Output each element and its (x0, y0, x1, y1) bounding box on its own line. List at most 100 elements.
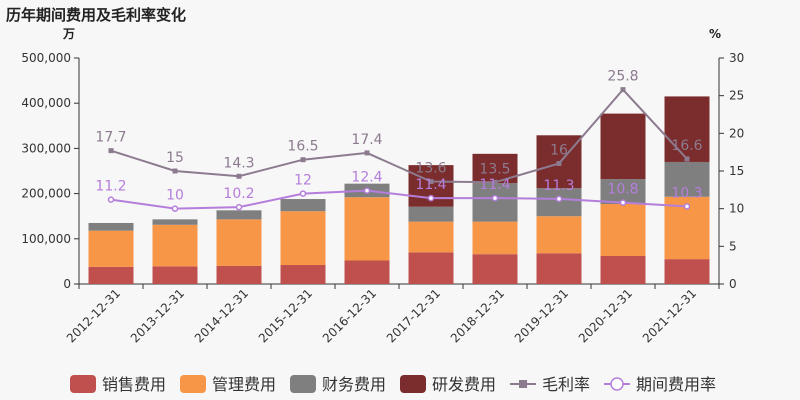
bar-管理费用 (280, 211, 326, 266)
data-label-毛利率: 13.5 (479, 161, 510, 177)
data-label-期间费用率: 11.4 (415, 177, 446, 193)
data-label-毛利率: 13.6 (415, 161, 446, 177)
y-left-tick-label: 200,000 (21, 187, 71, 201)
x-tick-label: 2017-12-31 (384, 286, 443, 345)
x-tick-label: 2018-12-31 (448, 286, 507, 345)
point-毛利率 (172, 168, 178, 174)
y-left-tick-label: 300,000 (21, 141, 71, 155)
point-期间费用率 (491, 194, 499, 202)
data-label-期间费用率: 10.8 (607, 182, 638, 198)
x-tick-label: 2021-12-31 (640, 286, 699, 345)
y-left-tick-label: 500,000 (21, 51, 71, 65)
data-label-期间费用率: 12.4 (351, 170, 382, 186)
bar-财务费用 (408, 206, 454, 222)
y-left-tick-label: 100,000 (21, 232, 71, 246)
bar-销售费用 (152, 266, 198, 284)
legend-label-毛利率: 毛利率 (542, 375, 590, 394)
y-right-tick-label: 20 (729, 126, 744, 140)
point-期间费用率 (363, 187, 371, 194)
point-毛利率 (556, 160, 562, 166)
bar-销售费用 (600, 255, 646, 284)
x-tick-label: 2013-12-31 (128, 286, 187, 345)
point-毛利率 (364, 150, 370, 156)
x-tick-label: 2019-12-31 (512, 286, 571, 345)
data-label-期间费用率: 10.3 (671, 185, 702, 201)
data-label-期间费用率: 11.2 (95, 179, 126, 195)
bar-管理费用 (600, 203, 646, 256)
bar-管理费用 (88, 230, 134, 267)
y-left-unit: 万 (62, 27, 75, 41)
y-right-tick-label: 15 (729, 164, 744, 178)
data-label-期间费用率: 10.2 (223, 186, 254, 202)
bar-销售费用 (216, 265, 262, 284)
bar-财务费用 (664, 161, 710, 197)
point-期间费用率 (235, 203, 243, 211)
legend-swatch-管理费用 (180, 375, 206, 393)
bar-财务费用 (472, 183, 518, 222)
legend-label-销售费用: 销售费用 (102, 375, 166, 394)
data-label-毛利率: 17.7 (95, 130, 126, 146)
data-label-期间费用率: 12 (294, 173, 312, 189)
point-期间费用率 (299, 190, 307, 197)
bar-财务费用 (280, 199, 326, 212)
point-期间费用率 (171, 205, 179, 212)
data-label-期间费用率: 11.3 (543, 178, 574, 194)
point-毛利率 (620, 87, 626, 93)
x-tick-label: 2015-12-31 (256, 286, 315, 345)
bar-财务费用 (88, 222, 134, 231)
data-label-毛利率: 25.8 (607, 69, 638, 85)
legend-label-期间费用率: 期间费用率 (636, 375, 716, 394)
bar-管理费用 (408, 221, 454, 253)
x-tick-label: 2016-12-31 (320, 286, 379, 345)
data-label-毛利率: 16.6 (671, 138, 702, 154)
x-tick-label: 2014-12-31 (192, 286, 251, 345)
point-期间费用率 (619, 199, 627, 206)
legend-marker-毛利率 (519, 380, 527, 388)
y-right-tick-label: 0 (729, 277, 737, 291)
y-right-tick-label: 10 (729, 202, 744, 216)
legend-marker-期间费用率 (610, 377, 624, 391)
point-期间费用率 (683, 203, 691, 210)
bar-管理费用 (472, 221, 518, 255)
bar-财务费用 (152, 219, 198, 225)
y-right-tick-label: 30 (729, 51, 744, 65)
bar-销售费用 (344, 260, 390, 284)
legend-swatch-销售费用 (70, 375, 96, 393)
point-毛利率 (236, 173, 242, 179)
point-毛利率 (428, 179, 434, 185)
data-label-毛利率: 14.3 (223, 155, 254, 171)
bar-销售费用 (472, 254, 518, 284)
legend-label-研发费用: 研发费用 (432, 375, 496, 394)
bar-管理费用 (344, 197, 390, 261)
data-label-毛利率: 16.5 (287, 139, 318, 155)
x-tick-label: 2020-12-31 (576, 286, 635, 345)
data-label-毛利率: 17.4 (351, 132, 382, 148)
data-label-期间费用率: 10 (166, 188, 184, 204)
y-right-tick-label: 5 (729, 239, 737, 253)
bar-研发费用 (600, 113, 646, 180)
point-毛利率 (300, 157, 306, 163)
x-tick-label: 2012-12-31 (64, 286, 123, 345)
chart-title: 历年期间费用及毛利率变化 (6, 6, 187, 24)
y-right-tick-label: 25 (729, 89, 744, 103)
legend-swatch-研发费用 (400, 375, 426, 393)
point-毛利率 (684, 156, 690, 162)
line-毛利率 (110, 88, 688, 184)
bar-管理费用 (216, 219, 262, 266)
bar-销售费用 (408, 252, 454, 284)
bar-销售费用 (536, 253, 582, 284)
data-label-毛利率: 15 (166, 150, 184, 166)
bar-销售费用 (664, 259, 710, 284)
line-期间费用率 (110, 189, 688, 210)
y-left-tick-label: 0 (63, 277, 71, 291)
data-label-期间费用率: 11.4 (479, 177, 510, 193)
bar-销售费用 (280, 265, 326, 284)
legend-label-管理费用: 管理费用 (212, 375, 276, 394)
point-期间费用率 (427, 194, 435, 202)
y-right-unit: % (709, 27, 721, 41)
legend-swatch-财务费用 (290, 375, 316, 393)
point-毛利率 (108, 148, 114, 154)
legend-label-财务费用: 财务费用 (322, 375, 386, 394)
point-毛利率 (492, 179, 498, 185)
